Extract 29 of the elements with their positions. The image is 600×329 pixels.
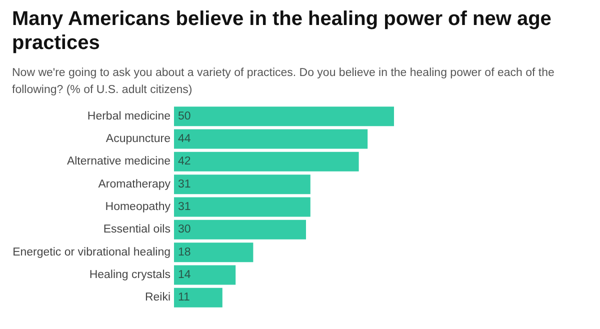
data-label: 31 [178,178,191,190]
bar [174,265,236,285]
y-tick-label: Healing crystals [89,269,171,281]
y-tick-label: Homeopathy [105,201,171,213]
y-tick-label: Herbal medicine [87,110,170,122]
y-tick-label: Alternative medicine [66,156,170,168]
bar [174,242,254,262]
data-label: 42 [178,156,191,168]
data-label: 30 [178,224,191,236]
bar [174,174,310,194]
data-label: 14 [178,269,192,281]
chart-subtitle: Now we're going to ask you about a variety of practices. Do you believe in the healing power of each of the following? (% of U.S. adult citizens) [12,66,556,98]
data-label: 44 [178,133,192,145]
bar [174,152,359,172]
data-label: 50 [178,110,191,122]
bar [174,106,394,126]
data-label: 18 [178,246,191,258]
bar [174,129,368,149]
chart-title: Many Americans believe in the healing power of new age practices [12,7,552,55]
y-tick-label: Acupuncture [106,133,170,145]
bar [174,197,310,217]
y-tick-label: Energetic or vibrational healing [12,246,170,258]
data-label: 11 [178,292,190,304]
data-label: 31 [178,201,191,213]
bar [174,220,306,240]
bar [174,288,222,308]
y-tick-label: Reiki [144,292,170,304]
y-tick-label: Aromatherapy [98,178,171,190]
y-tick-label: Essential oils [103,224,171,236]
